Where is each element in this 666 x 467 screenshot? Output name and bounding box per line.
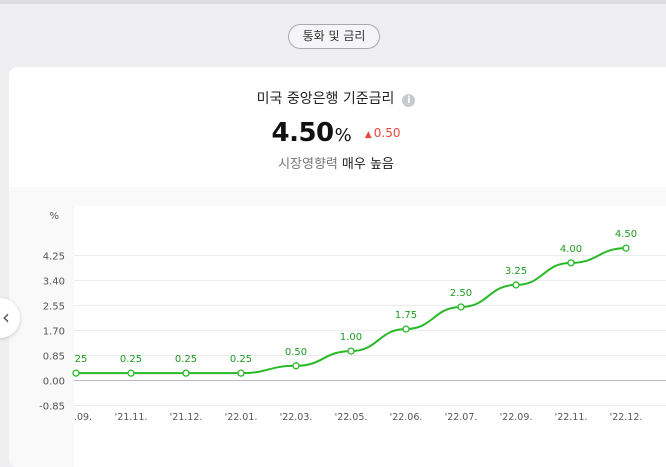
x-tick-label: '22.06.	[390, 412, 423, 423]
y-tick-label: 0.85	[43, 352, 65, 363]
data-label: 25	[75, 354, 88, 365]
data-point-layer	[72, 244, 630, 377]
y-tick-label: -0.85	[39, 401, 65, 412]
rate-line-chart: 4.25 3.40 2.55 1.70 0.85 0.00 -0.85 .09. '21.11…	[39, 206, 666, 467]
indicator-header: 미국 중앙은행 기준금리 i 4.50% ▲ 0.50 시장영향력 매우 높음	[9, 67, 666, 187]
rate-unit: %	[334, 125, 352, 146]
influence-value: 매우 높음	[341, 157, 394, 172]
series-line-layer	[76, 247, 627, 375]
top-divider	[0, 0, 666, 4]
x-tick-label: '22.12.	[610, 412, 643, 423]
data-point	[567, 259, 575, 267]
data-point	[72, 369, 80, 377]
data-point	[457, 303, 465, 311]
x-tick-label: '22.07.	[445, 412, 478, 423]
series-line	[76, 247, 627, 375]
category-tab[interactable]: 통화 및 금리	[288, 24, 380, 49]
y-tick-label: 0.00	[43, 377, 65, 388]
rate-value: 4.50	[271, 118, 335, 148]
prev-button[interactable]: ‹	[0, 298, 20, 338]
y-tick-label: 4.25	[43, 252, 65, 263]
influence-row: 시장영향력 매우 높음	[9, 153, 663, 172]
grid-layer	[74, 255, 666, 406]
indicator-card: 미국 중앙은행 기준금리 i 4.50% ▲ 0.50 시장영향력 매우 높음 4.2…	[9, 67, 666, 467]
data-point	[347, 347, 355, 355]
data-point	[182, 369, 190, 377]
x-tick-label: '22.05.	[335, 412, 368, 423]
x-axis: .09. '21.11. '21.12. '22.01. '22.03. '22.05. '…	[74, 412, 642, 423]
x-tick-label: '22.09.	[500, 412, 533, 423]
x-tick-label: '22.03.	[280, 412, 313, 423]
x-tick-label: '22.01.	[225, 412, 258, 423]
data-point	[127, 369, 135, 377]
y-axis-unit: %	[49, 211, 59, 222]
data-label: 0.25	[120, 354, 142, 365]
data-label: 4.00	[560, 244, 582, 255]
influence-label: 시장영향력	[278, 157, 338, 172]
rate-chart: 4.25 3.40 2.55 1.70 0.85 0.00 -0.85 .09. '21.11…	[9, 187, 666, 467]
y-tick-label: 2.55	[43, 302, 65, 313]
rate-change-value: 0.50	[373, 126, 401, 140]
info-icon[interactable]: i	[402, 94, 416, 107]
data-point	[237, 369, 245, 377]
rate-change: ▲ 0.50	[365, 126, 401, 140]
rate-row: 4.50% ▲ 0.50	[9, 118, 663, 148]
x-tick-label: .09.	[74, 412, 92, 423]
indicator-title-row: 미국 중앙은행 기준금리 i	[9, 88, 663, 108]
chevron-left-icon: ‹	[2, 305, 10, 329]
y-tick-label: 3.40	[43, 277, 65, 288]
data-label: 0.25	[175, 354, 197, 365]
y-axis: 4.25 3.40 2.55 1.70 0.85 0.00 -0.85	[39, 252, 65, 413]
data-label: 3.25	[505, 266, 527, 277]
data-label: 1.75	[395, 310, 417, 321]
y-tick-label: 1.70	[43, 327, 65, 338]
x-tick-label: '21.12.	[170, 412, 203, 423]
data-label: 0.25	[230, 354, 252, 365]
data-point	[292, 362, 300, 370]
plot-background	[74, 206, 666, 467]
data-label: 4.50	[615, 229, 637, 240]
x-tick-label: '21.11.	[115, 412, 148, 423]
data-label: 0.50	[285, 347, 307, 358]
data-label: 1.00	[340, 332, 362, 343]
data-point	[622, 244, 630, 252]
x-tick-label: '22.11.	[555, 412, 588, 423]
triangle-up-icon: ▲	[364, 130, 372, 140]
data-point	[512, 281, 520, 289]
data-label: 2.50	[450, 288, 472, 299]
data-label-layer: 25 0.25 0.25 0.25 0.50 1.00 1.75 2.50 3.25 4.00 4.…	[75, 229, 638, 365]
indicator-title: 미국 중앙은행 기준금리	[256, 91, 395, 107]
data-point	[402, 325, 410, 333]
